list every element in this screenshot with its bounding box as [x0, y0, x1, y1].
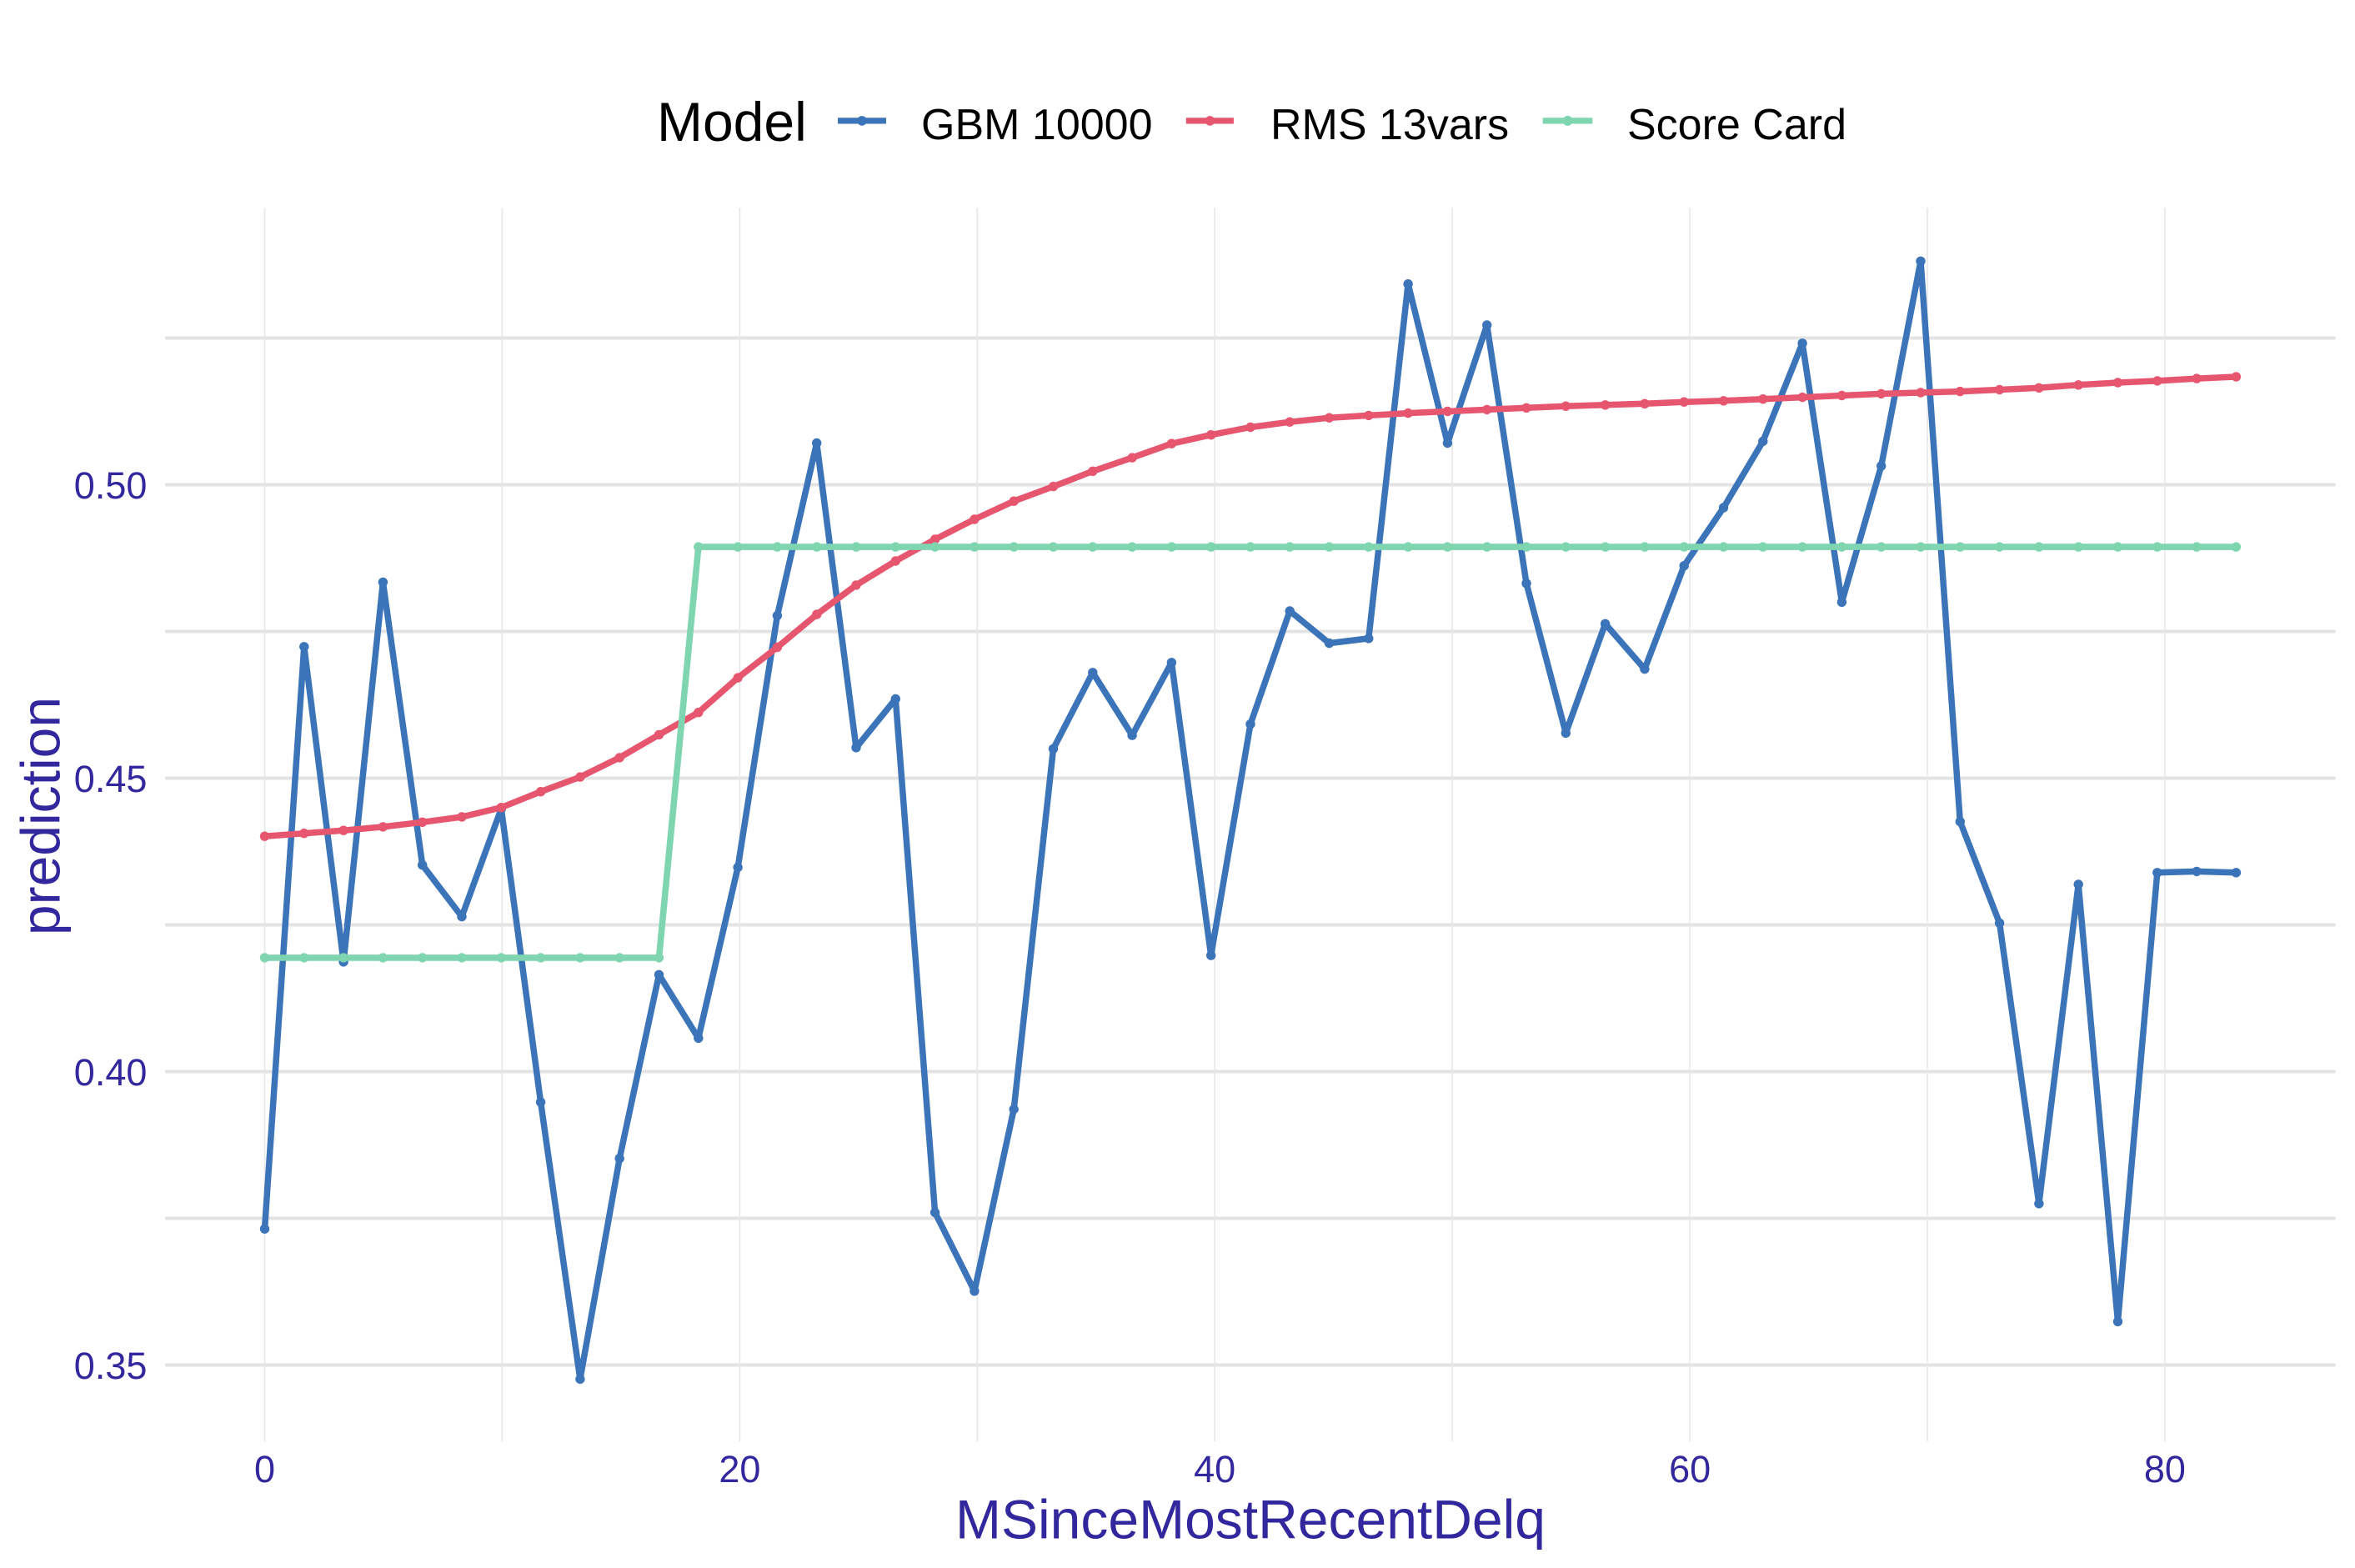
svg-text:20: 20 [719, 1448, 760, 1490]
svg-text:Score Card: Score Card [1627, 101, 1846, 149]
svg-text:Model: Model [657, 91, 807, 153]
svg-text:0.50: 0.50 [74, 464, 148, 507]
svg-text:80: 80 [2144, 1448, 2186, 1490]
svg-text:0.45: 0.45 [74, 758, 148, 800]
svg-text:0.35: 0.35 [74, 1345, 148, 1387]
svg-text:GBM 10000: GBM 10000 [921, 101, 1153, 149]
svg-text:prediction: prediction [10, 697, 72, 935]
svg-text:0.40: 0.40 [74, 1051, 148, 1094]
svg-text:40: 40 [1194, 1448, 1235, 1490]
svg-text:60: 60 [1669, 1448, 1711, 1490]
svg-text:0: 0 [254, 1448, 275, 1490]
svg-text:RMS 13vars: RMS 13vars [1270, 101, 1509, 149]
svg-text:MSinceMostRecentDelq: MSinceMostRecentDelq [955, 1489, 1546, 1550]
